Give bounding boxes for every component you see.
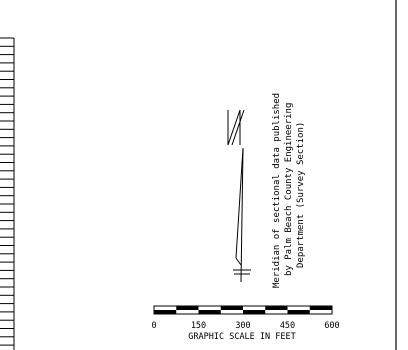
scale-segment [154,310,177,314]
scale-segment [265,306,288,310]
scale-segment [220,306,243,310]
north-arrow-n-icon [227,109,245,146]
scale-tick-label: 0 [151,321,156,331]
north-arrow-shaft [240,147,244,283]
north-arrow [227,109,251,283]
scale-tick-label: 450 [280,321,295,331]
scale-segment [198,310,221,314]
meridian-note-line-2: by Palm Beach County Engineering [284,103,294,276]
scale-tick-label: 300 [235,321,250,331]
scale-segment [176,306,199,310]
meridian-note: Meridian of sectional data published by … [272,93,306,288]
left-ruled-edge [0,37,15,350]
scale-segment [287,310,310,314]
scale-segment [243,310,266,314]
scale-tick-label: 600 [324,321,339,331]
graphic-scale: 0 150 300 450 600 GRAPHIC SCALE IN FEET [151,305,340,342]
meridian-note-line-1: Meridian of sectional data published [272,93,282,288]
scale-tick-label: 150 [191,321,206,331]
graphic-scale-bar [153,305,333,315]
meridian-note-line-3: Department (Survey Section) [296,122,306,268]
graphic-scale-title: GRAPHIC SCALE IN FEET [188,332,295,342]
scale-segment [309,306,332,310]
